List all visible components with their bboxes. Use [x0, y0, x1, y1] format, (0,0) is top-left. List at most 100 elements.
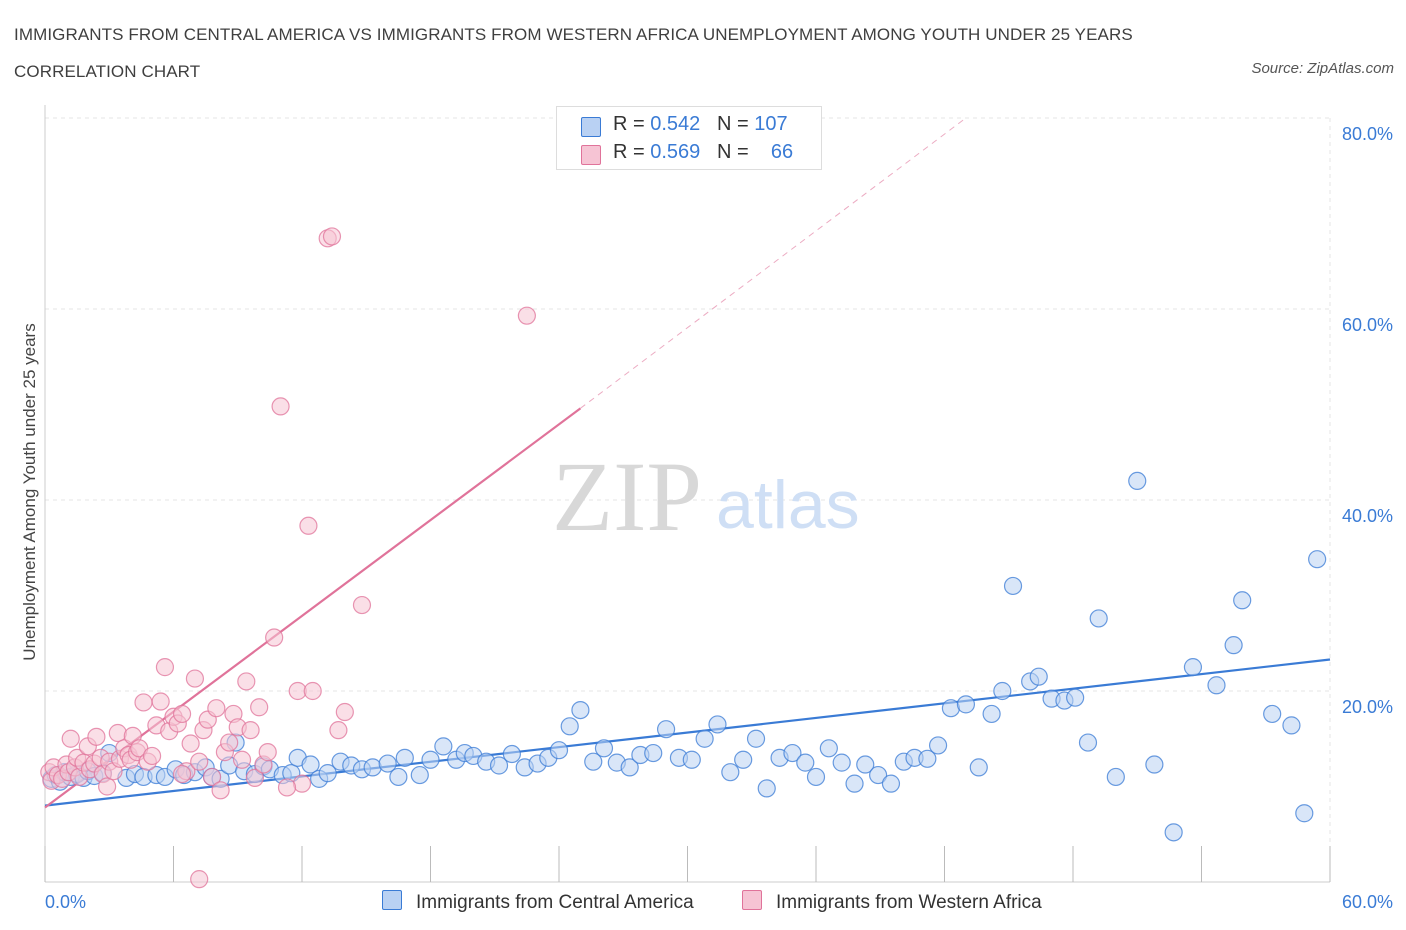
chart-title: IMMIGRANTS FROM CENTRAL AMERICA VS IMMIG…: [14, 25, 1133, 81]
legend-item-western-africa: Immigrants from Western Africa: [742, 890, 1042, 914]
data-point: [560, 717, 579, 736]
data-point: [190, 752, 209, 771]
data-point: [237, 672, 256, 691]
source-credit: Source: ZipAtlas.com: [1251, 60, 1394, 77]
data-point: [721, 763, 740, 782]
y-tick-label: 80.0%: [1342, 124, 1393, 144]
data-point: [1128, 471, 1147, 490]
y-tick-label: 20.0%: [1342, 697, 1393, 717]
data-point: [1308, 550, 1327, 569]
data-point: [335, 702, 354, 722]
data-point: [757, 779, 776, 798]
data-point: [410, 765, 429, 785]
data-point: [594, 739, 614, 758]
data-point: [378, 754, 397, 773]
data-point: [1089, 609, 1108, 628]
data-point: [806, 767, 826, 787]
x-tick-label: 60.0%: [1342, 892, 1393, 912]
data-point: [708, 715, 727, 734]
data-point: [1233, 591, 1252, 610]
data-point: [796, 753, 815, 772]
n-value: 107: [754, 113, 788, 135]
data-point: [155, 658, 175, 677]
data-point: [190, 870, 209, 889]
data-point: [982, 704, 1001, 724]
data-point: [241, 721, 260, 740]
data-point: [434, 737, 453, 756]
legend-swatch-blue: [581, 117, 601, 137]
data-point: [352, 595, 372, 615]
data-point: [881, 774, 901, 793]
watermark-zip: ZIP: [552, 441, 702, 552]
data-point: [832, 753, 851, 772]
watermark-atlas: atlas: [716, 467, 860, 543]
data-point: [783, 743, 802, 763]
data-point: [421, 750, 440, 769]
data-point: [941, 699, 961, 718]
legend-swatch-blue: [382, 890, 402, 910]
data-point: [1066, 688, 1085, 707]
x-tick-label: 0.0%: [45, 892, 86, 912]
data-point: [1029, 667, 1048, 686]
legend-stats: R = 0.569 N = 66: [613, 141, 793, 164]
data-point: [869, 765, 888, 785]
data-point: [329, 721, 348, 740]
legend-stats: R = 0.542 N = 107: [613, 113, 788, 136]
data-point: [172, 704, 192, 724]
data-point: [571, 700, 590, 720]
legend-swatch-pink: [581, 145, 601, 165]
data-point: [1207, 676, 1226, 695]
y-axis-label: Unemployment Among Youth under 25 years: [20, 323, 39, 660]
axes: [44, 105, 1331, 883]
data-point: [993, 681, 1012, 701]
data-point: [856, 755, 875, 774]
data-point: [299, 516, 318, 535]
r-label: R =: [613, 113, 651, 135]
legend-swatch-pink: [742, 890, 762, 910]
data-point: [389, 767, 408, 787]
n-label: N =: [716, 113, 755, 135]
tick-labels: 20.0% 40.0% 60.0% 80.0% 0.0% 60.0%: [45, 124, 1393, 912]
data-point: [108, 723, 127, 743]
data-point: [250, 698, 269, 717]
data-point: [956, 695, 976, 714]
correlation-legend: R = 0.542 N = 107 R = 0.569 N = 66: [556, 106, 822, 170]
data-point: [656, 720, 676, 739]
r-label: R =: [613, 141, 651, 163]
data-point: [202, 767, 222, 787]
data-point: [181, 734, 200, 753]
data-point: [746, 729, 766, 748]
data-point: [258, 743, 277, 762]
data-point: [1183, 658, 1203, 677]
data-point: [211, 781, 230, 800]
data-point: [98, 777, 117, 796]
data-point: [549, 741, 569, 760]
legend-label: Immigrants from Western Africa: [776, 892, 1042, 913]
data-point: [185, 669, 205, 688]
data-point: [928, 736, 948, 755]
data-point: [303, 681, 322, 701]
data-point: [207, 699, 226, 718]
data-point: [517, 306, 536, 325]
y-tick-label: 60.0%: [1342, 315, 1393, 335]
data-point: [292, 774, 312, 793]
data-point: [734, 750, 753, 769]
data-point: [584, 752, 603, 771]
data-point: [845, 774, 864, 793]
data-point: [1003, 576, 1023, 596]
data-point: [1282, 716, 1301, 735]
r-value: 0.542: [650, 113, 701, 135]
data-point: [395, 748, 414, 767]
data-point: [819, 739, 838, 758]
data-point: [322, 227, 342, 246]
data-point: [1078, 733, 1098, 752]
data-point: [1224, 636, 1243, 655]
data-point: [969, 758, 988, 777]
data-point: [1106, 767, 1125, 787]
data-point: [245, 768, 264, 788]
data-point: [134, 693, 153, 712]
data-point: [87, 727, 106, 746]
y-tick-label: 40.0%: [1342, 506, 1393, 526]
data-point: [695, 729, 714, 748]
